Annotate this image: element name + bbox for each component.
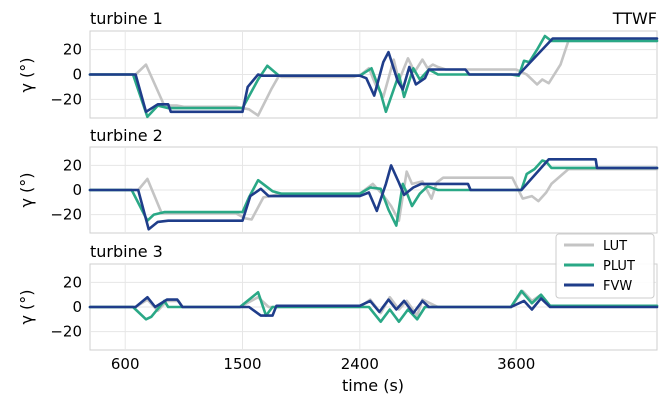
series-line-plut — [88, 289, 659, 323]
panel-1-title: turbine 1 — [90, 9, 163, 28]
y-tick-label: 20 — [63, 156, 82, 174]
y-tick-label: −20 — [50, 90, 82, 108]
panel-3-title: turbine 3 — [90, 242, 163, 261]
y-tick-label: −20 — [50, 323, 82, 341]
panel-3-yticks: 20 0 −20 — [50, 273, 82, 340]
y-tick-label: 20 — [63, 41, 82, 59]
panel-2-ylabel: γ (°) — [17, 172, 36, 207]
y-tick-label: 0 — [72, 298, 82, 316]
x-tick-label: 2400 — [341, 355, 379, 373]
panel-1: turbine 1 TTWF γ (°) 20 0 −20 — [17, 9, 659, 119]
y-tick-label: 20 — [63, 273, 82, 291]
x-tick-label: 1500 — [223, 355, 261, 373]
panel-1-yticks: 20 0 −20 — [50, 41, 82, 109]
legend-label-fvw: FVW — [603, 279, 632, 294]
x-tick-label: 3600 — [497, 355, 535, 373]
x-axis: 600 1500 2400 3600 — [111, 355, 535, 373]
series-line-lut — [88, 39, 659, 117]
panel-2: turbine 2 γ (°) 20 0 −20 — [17, 126, 659, 234]
x-axis-label: time (s) — [342, 376, 404, 395]
legend: LUT PLUT FVW — [555, 233, 655, 299]
series-line-fvw — [88, 37, 659, 114]
panel-2-lines — [88, 158, 659, 231]
panel-3-lines — [88, 289, 659, 323]
series-line-plut — [88, 159, 659, 227]
legend-label-plut: PLUT — [603, 259, 635, 274]
x-tick-label: 600 — [111, 355, 140, 373]
series-line-plut — [88, 34, 659, 119]
series-line-fvw — [88, 158, 659, 231]
series-line-fvw — [88, 295, 659, 317]
y-tick-label: −20 — [50, 206, 82, 224]
panel-1-ylabel: γ (°) — [17, 57, 36, 92]
panel-1-lines — [88, 34, 659, 119]
panel-2-title: turbine 2 — [90, 126, 163, 145]
panel-3-ylabel: γ (°) — [17, 289, 36, 324]
panel-3: turbine 3 γ (°) 20 0 −20 LUT PLUT FVW — [17, 233, 659, 351]
legend-box — [555, 233, 655, 299]
legend-label-lut: LUT — [603, 239, 627, 254]
panel-2-yticks: 20 0 −20 — [50, 156, 82, 223]
panel-1-annotation: TTWF — [612, 9, 657, 28]
y-tick-label: 0 — [72, 181, 82, 199]
y-tick-label: 0 — [72, 66, 82, 84]
